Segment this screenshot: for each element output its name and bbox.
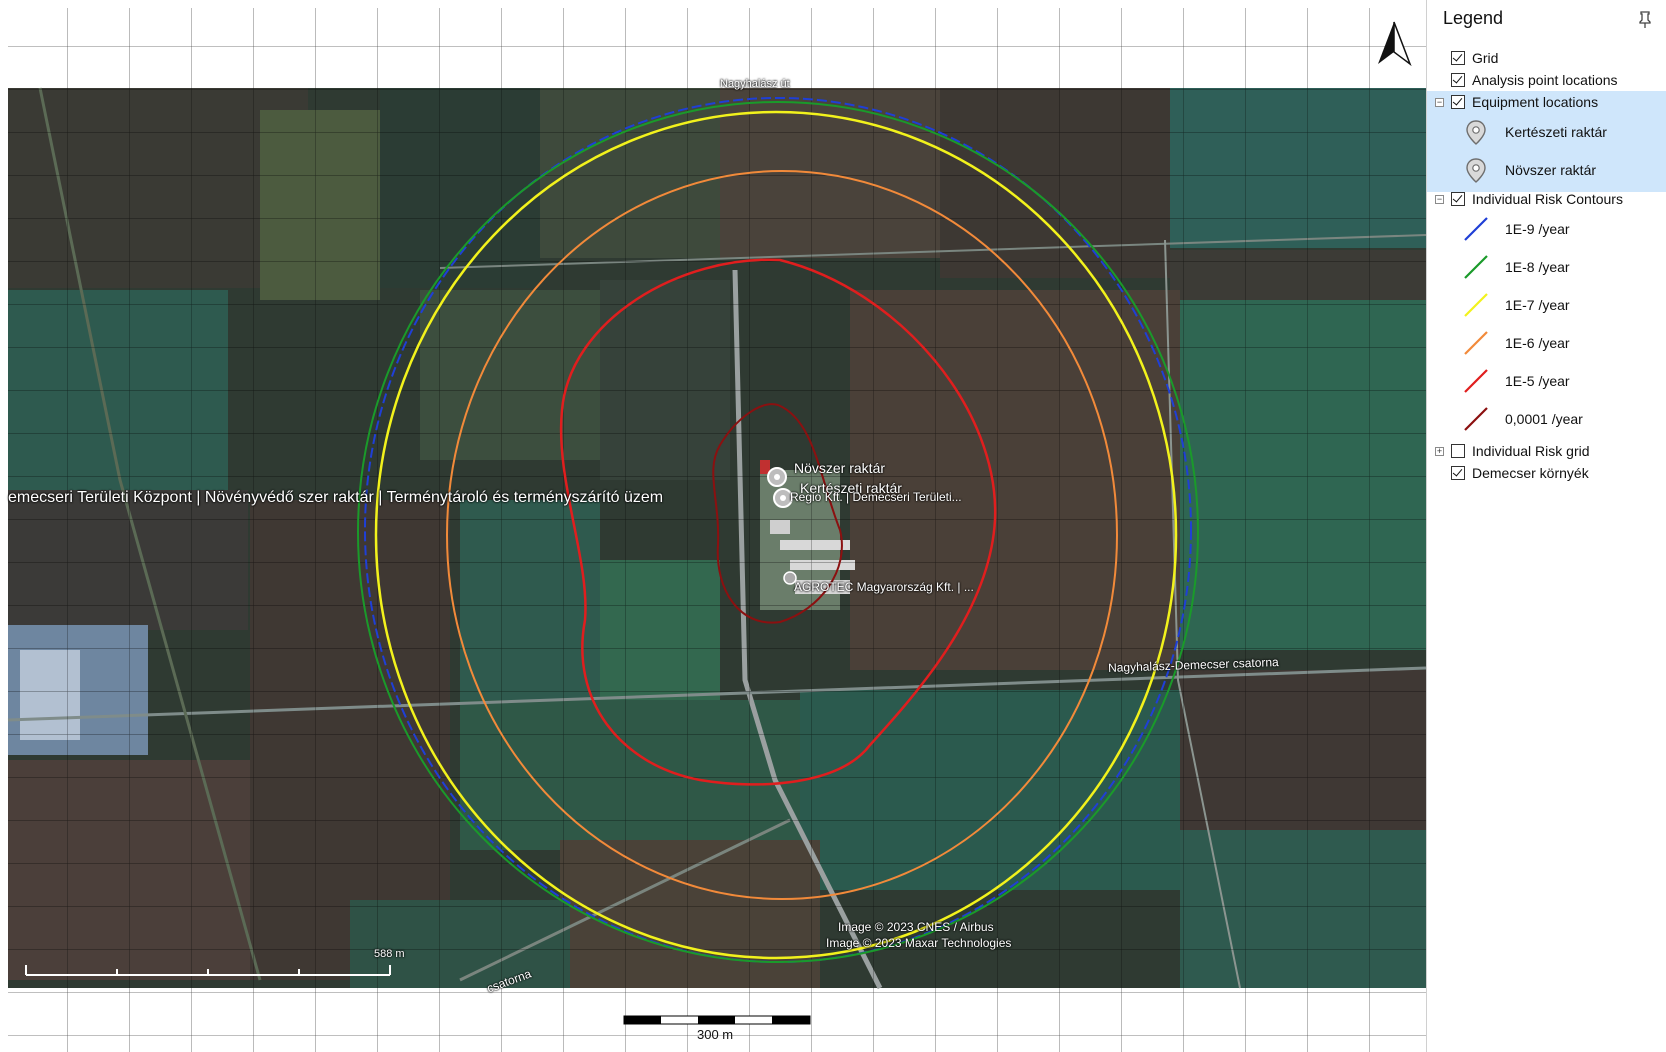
legend-equipment-2[interactable]: Növszer raktár xyxy=(1427,151,1666,189)
analysis-point-marker[interactable] xyxy=(783,571,797,585)
contour-label: 1E-5 /year xyxy=(1505,373,1570,389)
legend-item-label: Individual Risk Contours xyxy=(1472,191,1623,207)
place-label-short: Regio Kft. | Demecseri Területi... xyxy=(790,490,962,504)
legend-item-label: Individual Risk grid xyxy=(1472,443,1590,459)
grid-checkbox[interactable] xyxy=(1451,51,1465,65)
contour-1e-7[interactable] xyxy=(374,110,1178,960)
contour-line-icon xyxy=(1464,217,1488,241)
equipment-checkbox[interactable] xyxy=(1451,95,1465,109)
legend-item-label: Analysis point locations xyxy=(1472,72,1618,88)
equipment-marker-2[interactable] xyxy=(773,488,793,508)
contour-label: 1E-9 /year xyxy=(1505,221,1570,237)
collapse-icon[interactable]: − xyxy=(1435,193,1444,204)
legend-contour-item[interactable]: 0,0001 /year xyxy=(1427,400,1666,438)
contour-line-icon xyxy=(1464,331,1488,355)
legend-contour-item[interactable]: 1E-9 /year xyxy=(1427,210,1666,248)
contour-line-icon xyxy=(1464,369,1488,393)
risk-contours-checkbox[interactable] xyxy=(1451,192,1465,206)
risk-contours[interactable] xyxy=(357,97,1199,963)
contour-line-icon xyxy=(1464,255,1488,279)
contour-label: 0,0001 /year xyxy=(1505,411,1583,427)
scale-bar xyxy=(623,1015,811,1025)
map-pin-icon xyxy=(1466,120,1486,145)
legend-contour-item[interactable]: 1E-8 /year xyxy=(1427,248,1666,286)
contour-line-icon xyxy=(1464,407,1488,431)
legend-item-label: Equipment locations xyxy=(1472,94,1599,110)
basemap-checkbox[interactable] xyxy=(1451,466,1465,480)
contour-1e-8[interactable] xyxy=(357,101,1199,963)
contour-label: 1E-6 /year xyxy=(1505,335,1570,351)
equipment-group-selected xyxy=(1427,91,1666,192)
place-label-long: emecseri Területi Központ | Növényvédő s… xyxy=(8,489,664,506)
map-svg[interactable] xyxy=(0,0,1426,1052)
pin-icon[interactable] xyxy=(1638,11,1652,29)
image-credit-1: Image © 2023 CNES / Airbus xyxy=(838,920,994,934)
contour-label: 1E-7 /year xyxy=(1505,297,1570,313)
inner-scale-bar xyxy=(25,965,391,976)
legend-item-label: Grid xyxy=(1472,50,1499,66)
collapse-icon[interactable]: − xyxy=(1435,96,1444,107)
company-label: AGROTEC Magyarország Kft. | ... xyxy=(794,580,974,594)
legend-equipment-1[interactable]: Kertészeti raktár xyxy=(1427,113,1666,151)
equipment-marker-1[interactable] xyxy=(767,467,787,487)
map-canvas[interactable]: Növszer raktár Kertészeti raktár emecser… xyxy=(0,0,1426,1052)
legend-panel: Legend Grid Analysis point locations − E… xyxy=(1426,0,1666,1052)
contour-1e-4[interactable] xyxy=(712,403,843,624)
legend-item-equipment[interactable]: − Equipment locations xyxy=(1427,91,1666,113)
legend-item-risk-contours[interactable]: − Individual Risk Contours xyxy=(1427,188,1666,210)
risk-grid-checkbox[interactable] xyxy=(1451,444,1465,458)
equipment-label-1: Növszer raktár xyxy=(794,460,886,476)
legend-item-analysis-points[interactable]: Analysis point locations xyxy=(1427,69,1666,91)
legend-contour-item[interactable]: 1E-7 /year xyxy=(1427,286,1666,324)
north-arrow-icon xyxy=(1378,21,1412,67)
contour-1e-6[interactable] xyxy=(446,170,1118,900)
expand-icon[interactable]: + xyxy=(1435,445,1444,456)
analysis-points-checkbox[interactable] xyxy=(1451,73,1465,87)
scale-bar-label: 300 m xyxy=(697,1027,734,1042)
map-pin-icon xyxy=(1466,158,1486,183)
contour-1e-5[interactable] xyxy=(559,258,997,786)
contour-line-icon xyxy=(1464,293,1488,317)
legend-title: Legend xyxy=(1443,7,1504,28)
equipment-label-2: Kertészeti raktár xyxy=(800,480,902,496)
legend-item-risk-grid[interactable]: + Individual Risk grid xyxy=(1427,440,1666,462)
inner-scale-label: 588 m xyxy=(374,948,405,960)
legend-item-basemap[interactable]: Demecser környék xyxy=(1427,462,1666,484)
satellite-basemap xyxy=(7,87,1426,990)
image-credit-2: Image © 2023 Maxar Technologies xyxy=(826,936,1012,950)
equipment-label: Kertészeti raktár xyxy=(1505,124,1607,140)
legend-header: Legend xyxy=(1427,0,1666,36)
legend-contour-item[interactable]: 1E-5 /year xyxy=(1427,362,1666,400)
legend-contour-item[interactable]: 1E-6 /year xyxy=(1427,324,1666,362)
top-road-label: Nagyhalász út xyxy=(720,78,790,90)
legend-item-grid[interactable]: Grid xyxy=(1427,47,1666,69)
legend-item-label: Demecser környék xyxy=(1472,465,1589,481)
contour-label: 1E-8 /year xyxy=(1505,259,1570,275)
equipment-label: Növszer raktár xyxy=(1505,162,1597,178)
